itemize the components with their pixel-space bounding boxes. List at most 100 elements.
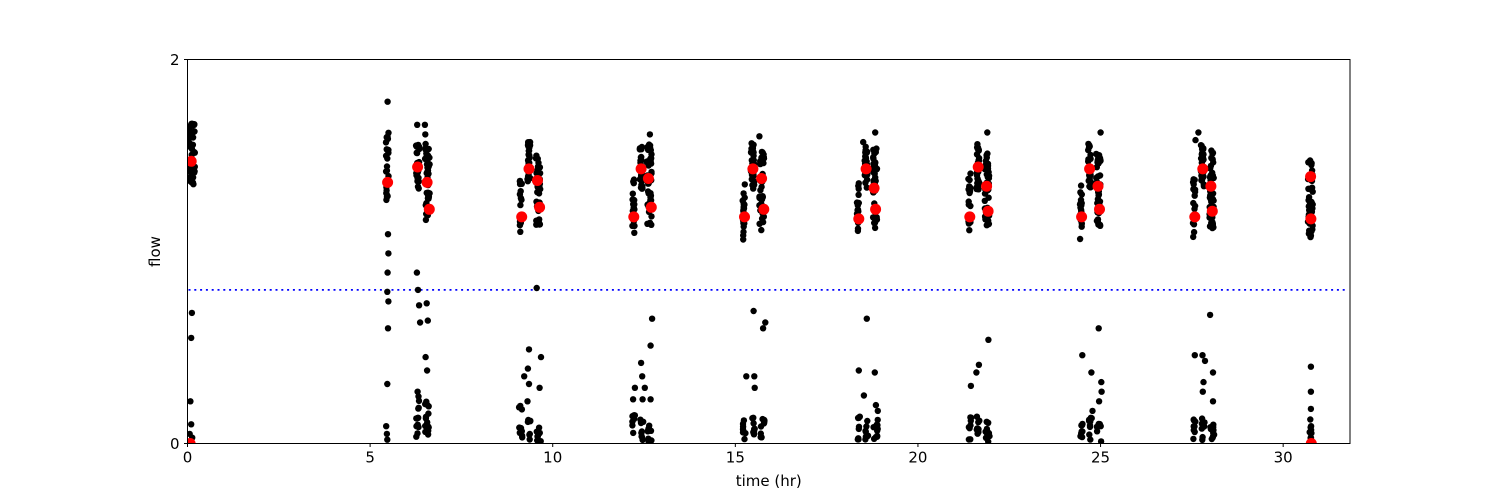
scatter-point (515, 404, 523, 411)
scatter-point (1201, 419, 1208, 426)
scatter-point (965, 198, 972, 205)
scatter-point (630, 205, 638, 213)
scatter-point (383, 163, 391, 170)
scatter-point (517, 201, 524, 209)
scatter-point (526, 430, 533, 438)
scatter-point (422, 140, 429, 148)
scatter-point (984, 430, 991, 437)
scatter-point (630, 429, 637, 437)
scatter-point (1085, 146, 1092, 154)
scatter-point (423, 161, 431, 168)
scatter-point (646, 131, 654, 138)
median-point (981, 180, 993, 192)
x-tick-label: 20 (908, 449, 927, 467)
scatter-point (1190, 233, 1197, 241)
scatter-point (874, 427, 881, 434)
median-point (642, 173, 654, 184)
scatter-point (976, 417, 983, 424)
median-point (628, 211, 640, 223)
scatter-point (1093, 217, 1101, 225)
scatter-point (384, 288, 391, 295)
scatter-point (534, 163, 542, 170)
scatter-point (519, 434, 526, 441)
scatter-point (1209, 398, 1217, 405)
median-point (421, 176, 433, 188)
scatter-point (1306, 227, 1313, 234)
scatter-point (1095, 325, 1102, 332)
scatter-point (740, 228, 747, 236)
median-point (516, 211, 528, 223)
scatter-point (973, 172, 981, 179)
scatter-point (1096, 155, 1104, 162)
scatter-point (416, 144, 423, 151)
scatter-point (630, 412, 638, 419)
red-points (187, 155, 1317, 444)
scatter-point (415, 185, 422, 192)
scatter-point (524, 398, 531, 405)
scatter-point (421, 121, 429, 128)
scatter-point (872, 401, 880, 409)
scatter-point (762, 319, 769, 326)
scatter-point (973, 369, 980, 376)
scatter-point (966, 189, 973, 197)
scatter-point (983, 222, 990, 229)
scatter-point (385, 250, 392, 257)
scatter-point (413, 149, 421, 157)
scatter-point (1097, 222, 1104, 229)
scatter-point (424, 431, 432, 438)
scatter-point (758, 226, 765, 234)
median-point (870, 203, 882, 215)
x-tick-label: 30 (1274, 449, 1293, 467)
scatter-point (1200, 378, 1207, 386)
scatter-point (413, 269, 421, 276)
scatter-point (871, 369, 878, 376)
scatter-point (1308, 184, 1316, 191)
scatter-point (1198, 177, 1205, 184)
scatter-point (1096, 172, 1104, 179)
scatter-point (647, 342, 654, 349)
median-point (747, 163, 759, 175)
scatter-point (425, 195, 432, 202)
scatter-point (383, 192, 391, 199)
scatter-point (425, 170, 432, 177)
scatter-point (741, 181, 748, 188)
scatter-point (874, 416, 881, 424)
median-point (534, 201, 546, 213)
scatter-point (383, 430, 391, 438)
scatter-point (983, 215, 990, 222)
scatter-point (639, 396, 646, 403)
scatter-point (1208, 194, 1216, 202)
scatter-point (188, 334, 195, 342)
scatter-point (1085, 416, 1093, 423)
scatter-point (384, 98, 391, 105)
scatter-point (526, 144, 533, 151)
scatter-point (967, 382, 975, 390)
scatter-point (630, 180, 637, 187)
scatter-point (637, 359, 645, 367)
x-axis-ticks: 0 5 10 15 20 25 30 (183, 443, 1293, 467)
scatter-point (1087, 184, 1094, 191)
scatter-point (758, 148, 766, 156)
plot-border (187, 59, 1351, 444)
scatter-point (871, 224, 879, 232)
median-point (1197, 163, 1209, 175)
median-point (1305, 171, 1317, 183)
scatter-point (1095, 160, 1102, 167)
scatter-point (641, 384, 648, 391)
x-tick-label: 10 (543, 449, 562, 467)
scatter-point (863, 184, 870, 191)
scatter-point (863, 315, 870, 322)
median-point (187, 155, 197, 167)
scatter-point (535, 430, 543, 437)
median-point (635, 163, 647, 175)
scatter-point (415, 397, 423, 405)
median-point (972, 161, 984, 173)
scatter-point (422, 216, 430, 224)
scatter-point (855, 191, 862, 198)
scatter-point (1095, 398, 1103, 405)
scatter-point (757, 195, 765, 202)
y-axis-label: flow (146, 236, 164, 267)
scatter-point (423, 300, 430, 307)
